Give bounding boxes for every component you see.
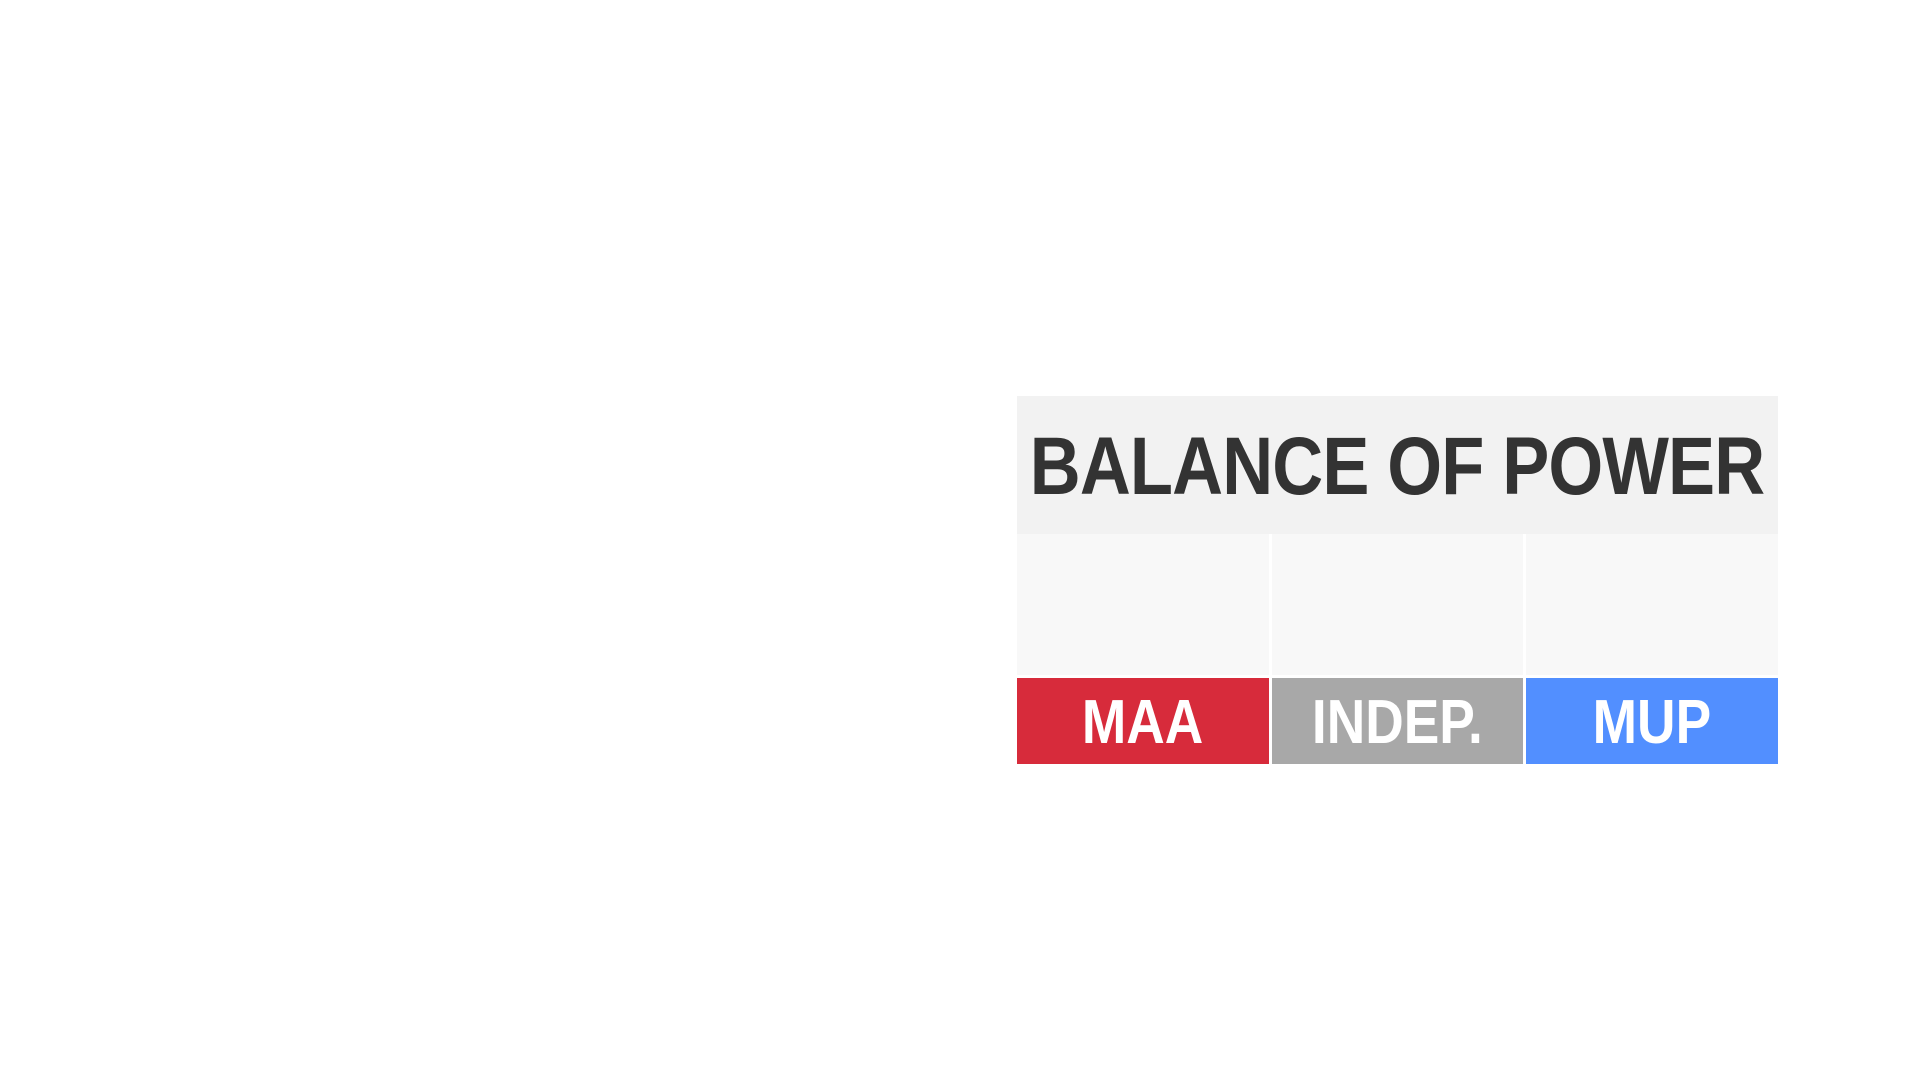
divider [1526, 675, 1779, 678]
widget-header: BALANCE OF POWER [1017, 396, 1778, 534]
party-column-indep: INDEP. [1271, 534, 1524, 764]
divider [1017, 675, 1269, 678]
party-column-mup: MUP [1526, 534, 1779, 764]
party-seat-area [1526, 534, 1779, 675]
balance-of-power-widget: BALANCE OF POWER MAA INDEP. MUP [1017, 396, 1779, 764]
party-seat-area [1017, 534, 1269, 675]
party-label-bar: MUP [1526, 678, 1779, 764]
party-label: MAA [1082, 688, 1204, 757]
party-label-bar: MAA [1017, 678, 1269, 764]
party-label: MUP [1592, 688, 1712, 757]
party-seat-area [1271, 534, 1524, 675]
party-column-maa: MAA [1017, 534, 1269, 764]
party-label-bar: INDEP. [1271, 678, 1524, 764]
divider [1271, 675, 1524, 678]
party-label: INDEP. [1312, 688, 1483, 757]
widget-title: BALANCE OF POWER [1030, 421, 1765, 512]
party-columns: MAA INDEP. MUP [1017, 534, 1779, 764]
